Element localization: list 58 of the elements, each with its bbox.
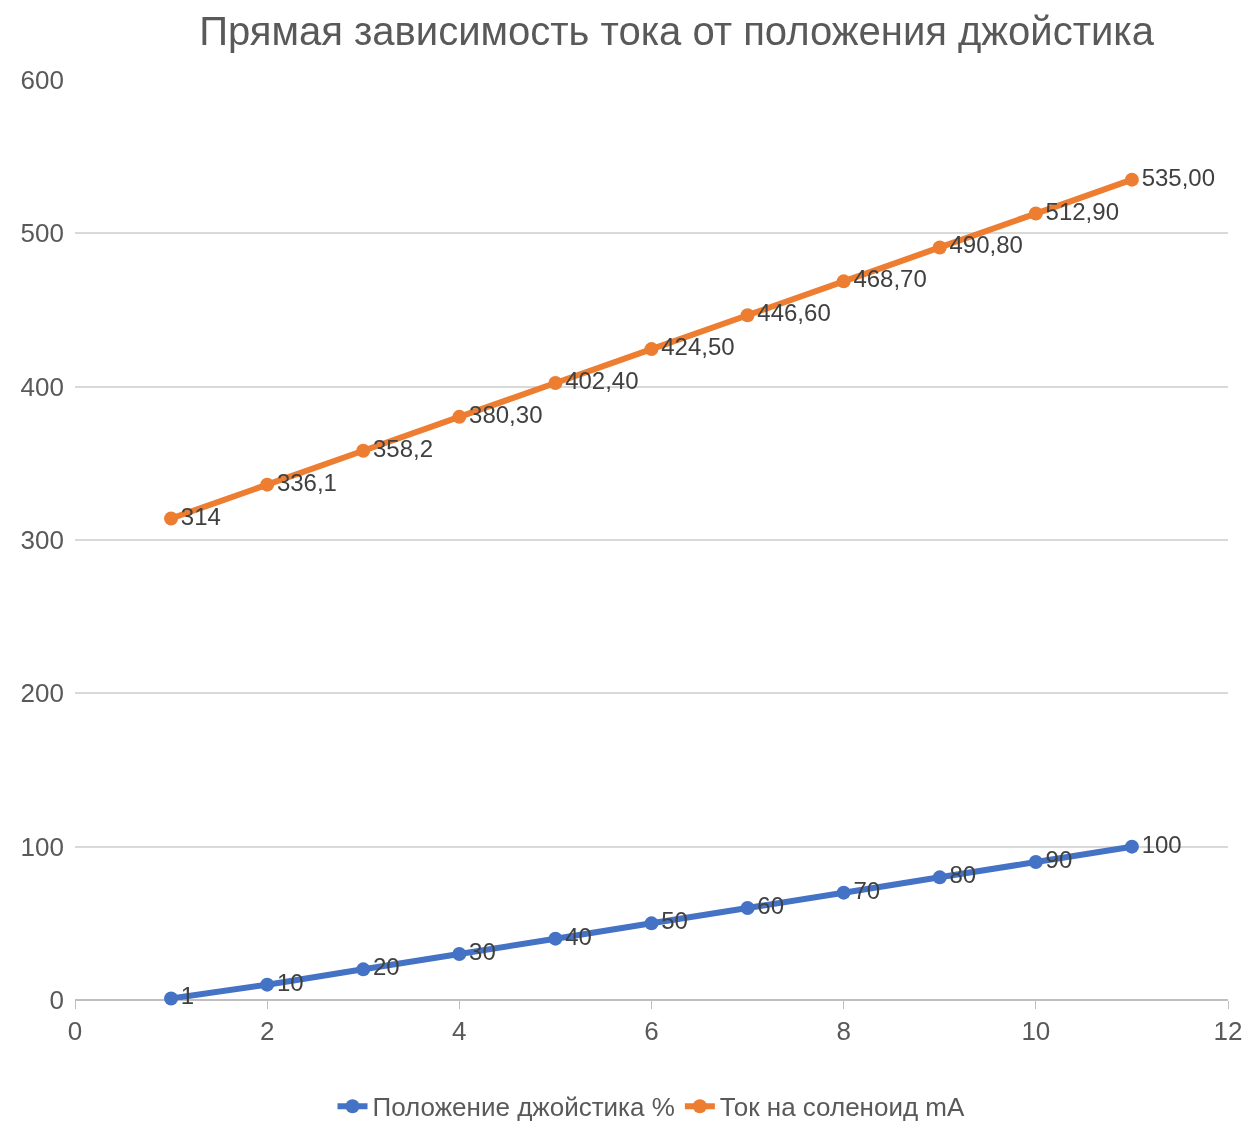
data-label: 1 bbox=[180, 982, 195, 1010]
point bbox=[1028, 855, 1043, 869]
point bbox=[740, 901, 755, 915]
point bbox=[836, 885, 851, 900]
data-label: 446,60 bbox=[757, 299, 831, 327]
x-tick-label: 12 bbox=[1213, 1016, 1243, 1047]
y-tick-label: 100 bbox=[20, 831, 64, 862]
data-label: 490,80 bbox=[949, 231, 1023, 259]
data-label: 402,40 bbox=[565, 366, 639, 394]
legend-label: Положение джойстика % bbox=[372, 1092, 675, 1123]
point bbox=[164, 991, 179, 1006]
data-label: 60 bbox=[757, 892, 785, 919]
chart-title: Прямая зависимость тока от положения джойстика bbox=[199, 9, 1155, 54]
point bbox=[1124, 839, 1139, 854]
y-tick-label: 200 bbox=[20, 678, 64, 709]
point bbox=[548, 931, 563, 946]
point bbox=[164, 511, 179, 526]
data-label: 40 bbox=[565, 922, 592, 950]
data-label: 535,00 bbox=[1141, 163, 1216, 191]
data-label: 380,30 bbox=[469, 400, 543, 428]
point bbox=[1124, 172, 1139, 187]
x-tick-label: 2 bbox=[259, 1016, 275, 1047]
y-tick-label: 500 bbox=[20, 218, 64, 249]
data-label: 10 bbox=[276, 968, 304, 996]
data-label: 30 bbox=[469, 938, 496, 965]
data-label: 314 bbox=[180, 502, 221, 530]
point bbox=[260, 977, 275, 992]
point bbox=[644, 342, 659, 357]
point bbox=[260, 477, 275, 492]
point bbox=[932, 870, 947, 885]
data-label: 424,50 bbox=[661, 333, 735, 361]
data-label: 100 bbox=[1141, 830, 1182, 858]
data-label: 70 bbox=[853, 876, 881, 904]
x-tick-label: 8 bbox=[836, 1016, 851, 1047]
x-tick-label: 0 bbox=[67, 1016, 83, 1047]
point bbox=[452, 409, 467, 424]
point bbox=[932, 240, 947, 255]
point bbox=[356, 443, 371, 458]
data-label: 336,1 bbox=[276, 468, 337, 496]
legend-label: Ток на соленоид mA bbox=[719, 1092, 966, 1123]
point bbox=[1028, 206, 1043, 221]
x-tick-label: 4 bbox=[452, 1016, 467, 1047]
point bbox=[356, 962, 371, 977]
x-tick-label: 6 bbox=[644, 1016, 659, 1047]
y-tick-label: 0 bbox=[49, 985, 64, 1016]
point bbox=[452, 947, 467, 961]
data-label: 80 bbox=[949, 861, 977, 889]
data-label: 468,70 bbox=[853, 265, 927, 293]
x-tick-label: 10 bbox=[1021, 1016, 1051, 1047]
point bbox=[548, 375, 563, 390]
y-tick-label: 600 bbox=[20, 65, 64, 96]
data-label: 512,90 bbox=[1045, 197, 1119, 225]
point bbox=[740, 308, 755, 323]
data-label: 358,2 bbox=[373, 434, 434, 462]
point bbox=[836, 274, 851, 289]
point bbox=[644, 916, 659, 931]
y-tick-label: 400 bbox=[20, 371, 64, 402]
y-tick-label: 300 bbox=[20, 525, 64, 556]
